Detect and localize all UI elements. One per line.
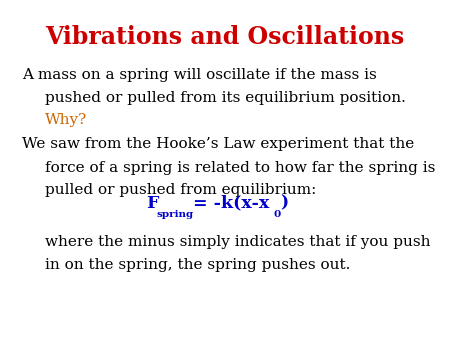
- Text: A mass on a spring will oscillate if the mass is: A mass on a spring will oscillate if the…: [22, 68, 377, 81]
- Text: spring: spring: [156, 210, 193, 219]
- Text: force of a spring is related to how far the spring is: force of a spring is related to how far …: [45, 161, 436, 174]
- Text: 0: 0: [274, 210, 281, 219]
- Text: pulled or pushed from equilibrium:: pulled or pushed from equilibrium:: [45, 183, 316, 197]
- Text: pushed or pulled from its equilibrium position.: pushed or pulled from its equilibrium po…: [45, 91, 406, 105]
- Text: where the minus simply indicates that if you push: where the minus simply indicates that if…: [45, 235, 431, 249]
- Text: ): ): [280, 195, 288, 212]
- Text: We saw from the Hooke’s Law experiment that the: We saw from the Hooke’s Law experiment t…: [22, 137, 415, 151]
- Text: in on the spring, the spring pushes out.: in on the spring, the spring pushes out.: [45, 258, 351, 271]
- Text: Why?: Why?: [45, 113, 87, 127]
- Text: = -k(x-x: = -k(x-x: [187, 195, 269, 212]
- Text: F: F: [146, 195, 158, 212]
- Text: Vibrations and Oscillations: Vibrations and Oscillations: [45, 25, 405, 49]
